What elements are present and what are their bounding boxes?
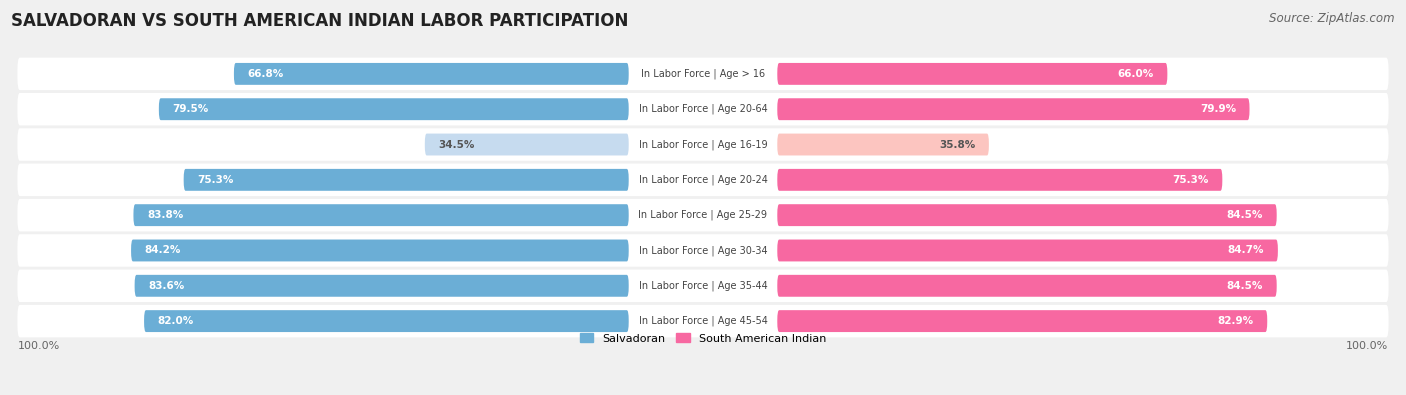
FancyBboxPatch shape <box>134 204 628 226</box>
Text: 66.8%: 66.8% <box>247 69 284 79</box>
FancyBboxPatch shape <box>778 310 1267 332</box>
Text: 79.9%: 79.9% <box>1199 104 1236 114</box>
Text: In Labor Force | Age 25-29: In Labor Force | Age 25-29 <box>638 210 768 220</box>
FancyBboxPatch shape <box>135 275 628 297</box>
Text: 84.5%: 84.5% <box>1227 281 1263 291</box>
FancyBboxPatch shape <box>17 269 1389 302</box>
FancyBboxPatch shape <box>184 169 628 191</box>
FancyBboxPatch shape <box>778 134 988 156</box>
FancyBboxPatch shape <box>17 58 1389 90</box>
Text: 82.9%: 82.9% <box>1218 316 1254 326</box>
FancyBboxPatch shape <box>131 239 628 261</box>
Text: 79.5%: 79.5% <box>173 104 208 114</box>
FancyBboxPatch shape <box>143 310 628 332</box>
FancyBboxPatch shape <box>159 98 628 120</box>
FancyBboxPatch shape <box>778 204 1277 226</box>
FancyBboxPatch shape <box>17 93 1389 126</box>
FancyBboxPatch shape <box>778 275 1277 297</box>
FancyBboxPatch shape <box>17 164 1389 196</box>
FancyBboxPatch shape <box>778 98 1250 120</box>
Text: 100.0%: 100.0% <box>1347 341 1389 351</box>
FancyBboxPatch shape <box>17 234 1389 267</box>
Text: 84.5%: 84.5% <box>1227 210 1263 220</box>
Text: 83.6%: 83.6% <box>148 281 184 291</box>
Text: In Labor Force | Age > 16: In Labor Force | Age > 16 <box>641 69 765 79</box>
Text: In Labor Force | Age 16-19: In Labor Force | Age 16-19 <box>638 139 768 150</box>
Text: In Labor Force | Age 35-44: In Labor Force | Age 35-44 <box>638 280 768 291</box>
Text: In Labor Force | Age 45-54: In Labor Force | Age 45-54 <box>638 316 768 326</box>
Text: 100.0%: 100.0% <box>17 341 59 351</box>
FancyBboxPatch shape <box>17 128 1389 161</box>
Text: Source: ZipAtlas.com: Source: ZipAtlas.com <box>1270 12 1395 25</box>
FancyBboxPatch shape <box>778 63 1167 85</box>
Text: SALVADORAN VS SOUTH AMERICAN INDIAN LABOR PARTICIPATION: SALVADORAN VS SOUTH AMERICAN INDIAN LABO… <box>11 12 628 30</box>
FancyBboxPatch shape <box>425 134 628 156</box>
FancyBboxPatch shape <box>17 199 1389 231</box>
Text: 82.0%: 82.0% <box>157 316 194 326</box>
FancyBboxPatch shape <box>778 169 1222 191</box>
Text: 75.3%: 75.3% <box>197 175 233 185</box>
Text: In Labor Force | Age 30-34: In Labor Force | Age 30-34 <box>638 245 768 256</box>
Text: In Labor Force | Age 20-64: In Labor Force | Age 20-64 <box>638 104 768 115</box>
Text: 66.0%: 66.0% <box>1118 69 1154 79</box>
Text: 35.8%: 35.8% <box>939 139 976 150</box>
Text: In Labor Force | Age 20-24: In Labor Force | Age 20-24 <box>638 175 768 185</box>
Text: 84.7%: 84.7% <box>1227 245 1264 256</box>
FancyBboxPatch shape <box>233 63 628 85</box>
Text: 84.2%: 84.2% <box>145 245 181 256</box>
FancyBboxPatch shape <box>778 239 1278 261</box>
Text: 75.3%: 75.3% <box>1173 175 1209 185</box>
Legend: Salvadoran, South American Indian: Salvadoran, South American Indian <box>575 329 831 348</box>
Text: 83.8%: 83.8% <box>148 210 183 220</box>
FancyBboxPatch shape <box>17 305 1389 337</box>
Text: 34.5%: 34.5% <box>439 139 475 150</box>
